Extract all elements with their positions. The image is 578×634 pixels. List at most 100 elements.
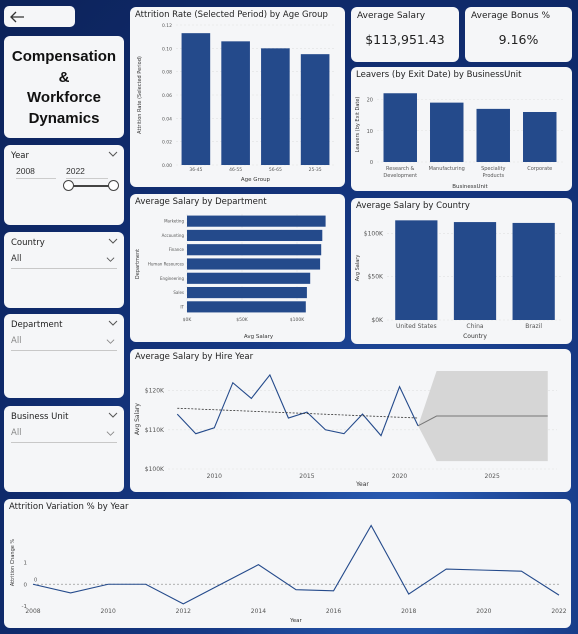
bar — [181, 33, 211, 166]
x-tick-label: $0K — [183, 317, 193, 323]
x-tick-label: Corporate — [527, 166, 552, 172]
y-tick-label: 0.02 — [162, 140, 172, 146]
attrition-variation-chart-svg: -1 0 1 0 2008 2010 2012 2014 2016 2018 2020 2022 Yea… — [10, 524, 567, 624]
chart-attrition-variation[interactable]: Attrition Variation % by Year -1 0 1 0 2008 2… — [4, 499, 571, 628]
chart-title: Attrition Variation % by Year — [9, 502, 129, 512]
country-selected-value: All — [11, 254, 22, 264]
chart-title: Average Salary by Department — [135, 197, 267, 207]
department-dropdown[interactable]: All — [11, 336, 117, 351]
country-slicer-label: Country — [11, 238, 45, 248]
bar — [187, 287, 307, 299]
year-start-value[interactable]: 2008 — [16, 166, 56, 179]
bar — [383, 93, 417, 162]
x-axis-title: Age Group — [241, 177, 271, 183]
business-unit-dropdown[interactable]: All — [11, 428, 117, 443]
bar — [395, 220, 438, 320]
y-tick-label: Marketing — [164, 219, 184, 224]
y-tick-label: 0 — [370, 160, 373, 166]
x-tick-label: Manufacturing — [429, 166, 465, 172]
chart-leavers-by-business-unit[interactable]: Leavers (by Exit Date) by BusinessUnit 0… — [351, 67, 572, 191]
country-slicer[interactable]: Country All — [4, 232, 124, 308]
department-slicer[interactable]: Department All — [4, 314, 124, 398]
y-tick-label: $100K — [145, 466, 165, 473]
back-button[interactable] — [4, 6, 75, 27]
bar — [187, 229, 323, 241]
chevron-down-icon[interactable] — [106, 429, 115, 438]
x-tick-label: Products — [482, 173, 504, 179]
x-tick-label: 25-35 — [309, 167, 322, 173]
kpi-average-bonus-label: Average Bonus % — [471, 11, 551, 21]
x-axis-title: Year — [289, 618, 302, 624]
kpi-average-salary: Average Salary $113,951.43 — [351, 7, 459, 62]
y-tick-label: $110K — [145, 427, 165, 434]
salary-dept-chart-svg: $0K $50K $100K Marketing Accounting Finance Hu… — [135, 214, 326, 340]
chevron-down-icon[interactable] — [106, 337, 115, 346]
y-tick-label: $50K — [368, 274, 384, 281]
x-axis-title: Avg Salary — [244, 334, 274, 340]
country-dropdown[interactable]: All — [11, 254, 117, 269]
chevron-down-icon[interactable] — [108, 149, 118, 159]
chevron-down-icon[interactable] — [106, 255, 115, 264]
y-tick-label: 10 — [367, 129, 373, 135]
salary-hire-year-chart-svg: $100K $110K $120K 2010 2015 2020 2025 Year Avg S… — [134, 370, 557, 488]
y-tick-label: $0K — [371, 317, 384, 324]
reference-label: 0 — [34, 577, 37, 583]
chart-title: Attrition Rate (Selected Period) by Age … — [135, 10, 328, 20]
title-line-2: & — [58, 68, 70, 86]
y-tick-label: IT — [180, 304, 184, 309]
chevron-down-icon[interactable] — [108, 236, 118, 246]
chart-title: Average Salary by Hire Year — [135, 352, 254, 362]
y-tick-label: 20 — [367, 98, 373, 104]
business-unit-slicer[interactable]: Business Unit All — [4, 406, 124, 492]
arrow-left-icon — [10, 11, 24, 23]
x-tick-label: Speciality — [481, 166, 505, 172]
x-tick-label: China — [466, 323, 483, 330]
y-axis-title: Attrition Rate (Selected Period) — [137, 56, 143, 134]
x-axis-title: BusinessUnit — [452, 184, 488, 190]
kpi-average-salary-value: $113,951.43 — [365, 32, 445, 47]
chevron-down-icon[interactable] — [108, 318, 118, 328]
bar — [187, 301, 306, 313]
chart-title: Leavers (by Exit Date) by BusinessUnit — [356, 70, 522, 80]
bar — [453, 222, 497, 320]
x-tick-label: 2012 — [176, 608, 191, 615]
x-tick-label: 2020 — [476, 608, 491, 615]
department-slicer-label: Department — [11, 320, 63, 330]
x-tick-label: 2022 — [551, 608, 566, 615]
x-tick-label: 2020 — [392, 473, 407, 480]
year-range-handle-end[interactable] — [108, 180, 119, 191]
chart-salary-by-country[interactable]: Average Salary by Country $0K $50K $100K Un… — [351, 198, 572, 344]
chart-salary-by-hire-year[interactable]: Average Salary by Hire Year $100K $110K $1… — [130, 349, 571, 492]
y-tick-label: 0.06 — [162, 93, 172, 99]
year-range-handle-start[interactable] — [63, 180, 74, 191]
x-tick-label: 2018 — [401, 608, 416, 615]
year-slicer[interactable]: Year 2008 2022 — [4, 145, 124, 225]
business-unit-slicer-label: Business Unit — [11, 412, 69, 422]
business-unit-selected-value: All — [11, 428, 22, 438]
chart-title: Average Salary by Country — [356, 201, 470, 211]
kpi-average-salary-label: Average Salary — [357, 11, 426, 21]
bar — [187, 258, 321, 270]
bar — [187, 244, 322, 256]
x-tick-label: Development — [383, 173, 417, 179]
trend-line — [177, 407, 419, 419]
chart-attrition-by-age[interactable]: Attrition Rate (Selected Period) by Age … — [130, 7, 345, 187]
chart-salary-by-department[interactable]: Average Salary by Department $0K $50K $100… — [130, 194, 345, 342]
y-axis-title: Avg Salary — [134, 403, 141, 435]
y-tick-label: Sales — [173, 290, 184, 295]
year-end-value[interactable]: 2022 — [66, 166, 108, 179]
year-range-track[interactable] — [68, 185, 113, 187]
y-tick-label: 0 — [24, 582, 28, 588]
title-line-1: Compensation — [11, 48, 117, 65]
chevron-down-icon[interactable] — [108, 410, 118, 420]
y-tick-label: 0.00 — [162, 163, 172, 169]
x-tick-label: 2025 — [485, 473, 500, 480]
kpi-average-bonus-value: 9.16% — [498, 32, 539, 47]
title-card: Compensation & Workforce Dynamics — [4, 36, 124, 138]
dashboard-title: Compensation & Workforce Dynamics — [4, 47, 124, 129]
salary-country-chart-svg: $0K $50K $100K United States China Brazil Coun… — [355, 220, 563, 340]
x-tick-label: Research & — [386, 166, 415, 172]
x-tick-label: 2010 — [207, 473, 222, 480]
y-axis-title: Leavers (by Exit Date) — [355, 97, 361, 153]
bar — [221, 41, 250, 166]
